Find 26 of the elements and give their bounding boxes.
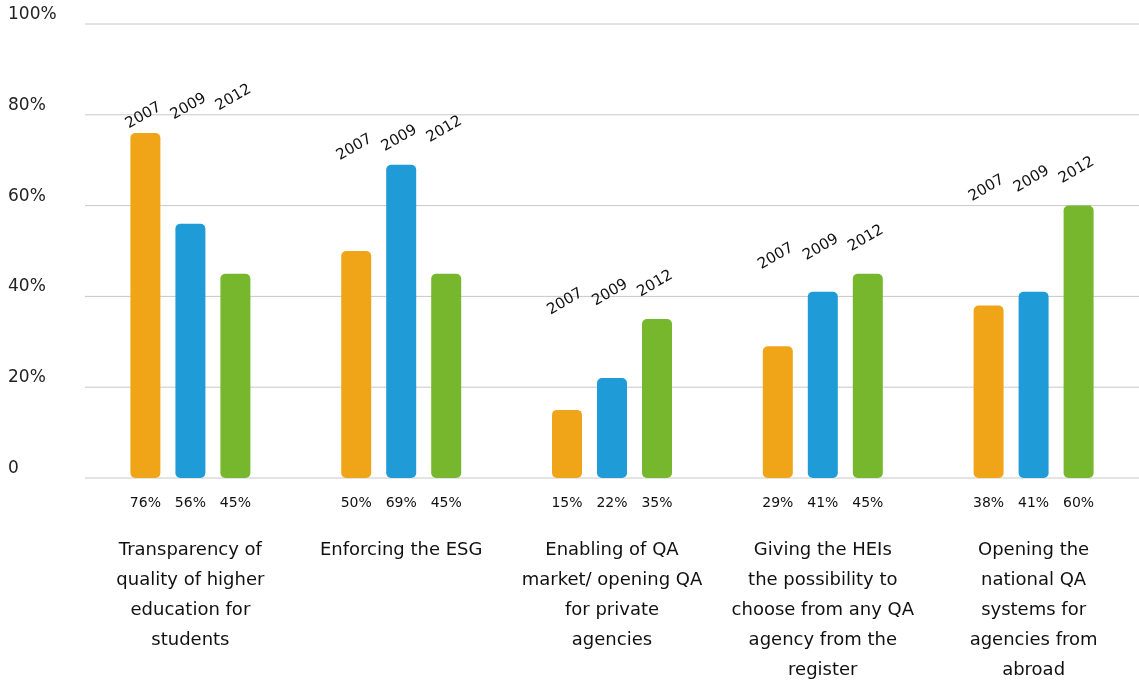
data-label: 38% bbox=[973, 494, 1005, 510]
data-label: 45% bbox=[430, 494, 462, 510]
x-tick-label: Enforcing the ESG bbox=[319, 538, 483, 559]
data-label: 56% bbox=[174, 494, 206, 510]
data-label: 69% bbox=[385, 494, 417, 510]
data-label: 45% bbox=[219, 494, 251, 510]
x-tick-label: Transparency of quality of higher education for students bbox=[116, 538, 266, 649]
data-label: 41% bbox=[807, 494, 839, 510]
y-tick-label: 40% bbox=[8, 275, 46, 296]
data-label: 41% bbox=[1018, 494, 1050, 510]
y-tick-label: 20% bbox=[8, 366, 46, 387]
data-label: 35% bbox=[641, 494, 673, 510]
data-label: 29% bbox=[762, 494, 794, 510]
y-tick-label: 80% bbox=[8, 93, 46, 114]
y-tick-label: 60% bbox=[8, 184, 46, 205]
data-label: 76% bbox=[129, 494, 161, 510]
x-tick-label: Opening the national QA systems for agencies from abroad bbox=[969, 538, 1098, 679]
data-label: 45% bbox=[852, 494, 884, 510]
y-tick-label: 0 bbox=[8, 456, 19, 477]
x-tick-label: Enabling of QA market/ opening QA for private agencies bbox=[521, 538, 703, 649]
data-label: 50% bbox=[340, 494, 372, 510]
data-label: 15% bbox=[551, 494, 583, 510]
data-label: 60% bbox=[1063, 494, 1095, 510]
y-tick-label: 100% bbox=[8, 2, 57, 23]
data-label: 22% bbox=[596, 494, 628, 510]
x-tick-label: Giving the HEIs the possibility to choose from any QA agency from the register bbox=[731, 538, 915, 679]
